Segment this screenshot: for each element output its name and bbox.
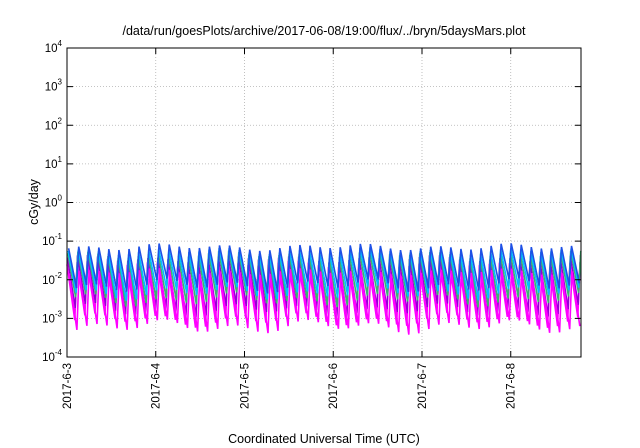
series-layer	[66, 243, 582, 335]
chart-title: /data/run/goesPlots/archive/2017-06-08/1…	[122, 24, 526, 38]
series-line-3	[67, 250, 582, 308]
series-line-1	[66, 260, 581, 328]
series-line-5	[67, 243, 581, 294]
y-tick-label: 10-2	[42, 271, 62, 287]
series-line-4	[67, 247, 580, 301]
x-tick-label: 2017-6-5	[239, 363, 251, 409]
x-tick-label: 2017-6-8	[506, 363, 518, 409]
y-tick-label: 100	[45, 194, 63, 210]
y-tick-labels: 104 103 102 101 100 10-1 10-2 10-3 10-4	[42, 39, 62, 364]
ticks	[66, 47, 581, 358]
series-line-6	[68, 268, 581, 335]
y-tick-label: 10-4	[42, 348, 62, 364]
x-axis-label: Coordinated Universal Time (UTC)	[228, 432, 420, 446]
x-tick-label: 2017-6-4	[151, 362, 163, 409]
y-tick-label: 10-1	[42, 232, 62, 248]
y-tick-label: 10-3	[42, 309, 62, 325]
x-tick-label: 2017-6-6	[328, 363, 340, 409]
y-tick-label: 101	[45, 155, 63, 171]
grid	[67, 48, 581, 357]
x-tick-label: 2017-6-3	[62, 363, 74, 409]
y-tick-label: 102	[45, 116, 63, 132]
y-axis-label: cGy/day	[27, 178, 41, 225]
y-tick-label: 103	[45, 78, 63, 94]
x-tick-labels: 2017-6-3 2017-6-4 2017-6-5 2017-6-6 2017-6-7…	[62, 362, 518, 409]
y-tick-label: 104	[45, 39, 63, 55]
x-tick-label: 2017-6-7	[417, 363, 429, 409]
